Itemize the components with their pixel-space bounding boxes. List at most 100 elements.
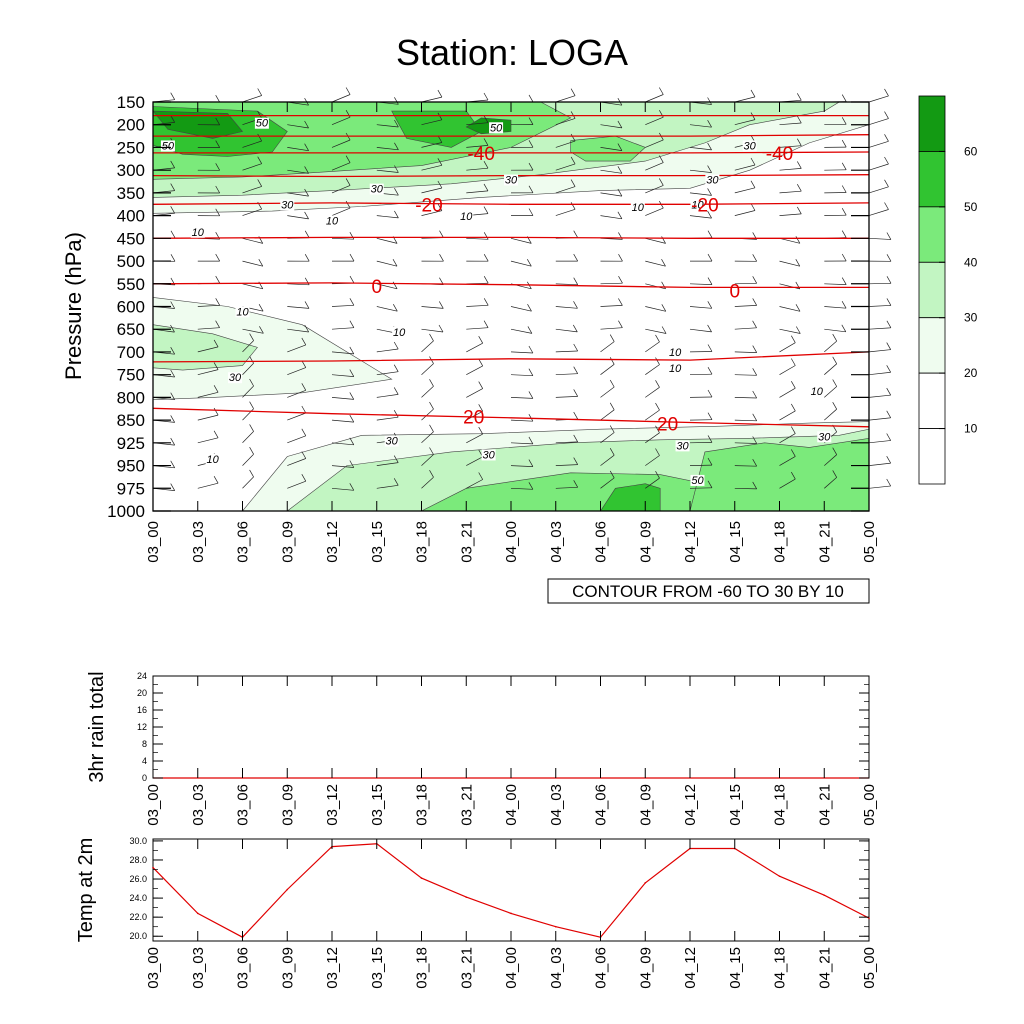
wind-speed-label: 10 (326, 215, 339, 227)
wind-barb-flag (478, 472, 484, 480)
wind-barb-flag (393, 410, 399, 418)
wind-barb-flag (573, 230, 579, 238)
y-tick-label: 850 (117, 411, 145, 430)
wind-barb-flag (752, 390, 758, 399)
wind-barb (779, 190, 802, 194)
wind-barb-flag (570, 88, 576, 96)
wind-barb-flag (609, 402, 615, 410)
wind-barb (376, 169, 399, 173)
wind-barb (600, 432, 615, 444)
temp-y-axis: 20.0 22.0 24.0 26.0 28.0 30.0 (129, 836, 869, 941)
x-tick-label: 05_00 (861, 947, 878, 989)
wind-barb (555, 95, 576, 103)
wind-barb-flag (796, 138, 802, 146)
x-tick-label: 05_00 (861, 521, 878, 563)
contour-label-bg (190, 226, 205, 238)
colorbar-label: 10 (964, 422, 978, 436)
x-tick-label: 03_21 (458, 947, 475, 989)
wind-barb-flag (707, 120, 712, 128)
wind-barb (287, 147, 309, 152)
wind-barb (868, 186, 889, 194)
wind-barb-flag (841, 117, 847, 125)
colorbar-label: 40 (964, 255, 978, 269)
colorbar-label: 20 (964, 366, 978, 380)
wind-barb-flag (658, 87, 664, 95)
y-tick-label: 450 (117, 229, 145, 248)
wind-barb (734, 305, 757, 307)
contour-label-bg (205, 454, 220, 466)
wind-barb (376, 462, 399, 466)
wind-barb-flag (527, 304, 532, 312)
wind-barb-flag (655, 357, 660, 365)
wind-barb-flag (304, 120, 309, 129)
wind-barb-flag (483, 161, 489, 169)
wind-barb-flag (750, 157, 756, 166)
wind-barb-flag (528, 140, 534, 148)
wind-barb-flag (573, 301, 578, 309)
wind-barb (421, 408, 434, 421)
wind-barb-flag (796, 161, 802, 169)
y-tick-label: 0 (142, 773, 147, 783)
contour-label-bg (481, 449, 496, 461)
wind-barb (331, 162, 351, 171)
colorbar-bin (918, 428, 946, 485)
wind-barb-flag (752, 320, 757, 328)
wind-barb-flag (841, 301, 847, 309)
wind-barb-flag (609, 334, 615, 342)
wind-barb (645, 387, 660, 398)
wind-barb (376, 237, 398, 244)
wind-barb-flag (249, 401, 254, 409)
contour-label-bg (668, 347, 683, 359)
wind-barb (242, 140, 262, 148)
wind-barb-flag (170, 92, 176, 100)
y-tick-label: 150 (117, 93, 145, 112)
wind-barb-flag (215, 163, 221, 171)
temp2m-point (778, 875, 781, 877)
fill-blob-50-60-center (391, 110, 482, 148)
temp2m-point (465, 896, 468, 898)
wind-speed-label: 30 (706, 175, 719, 187)
wind-barb-flag (304, 301, 310, 309)
x-tick-label: 03_18 (414, 947, 431, 989)
wind-barb (421, 142, 442, 148)
wind-barb (510, 487, 533, 490)
wind-barb-flag (304, 254, 310, 262)
wind-barb (242, 283, 263, 290)
wind-barb-flag (790, 426, 796, 434)
colorbar-bin (918, 372, 946, 429)
wind-barb (376, 306, 398, 312)
temp2m-point (286, 888, 289, 891)
wind-barb-flag (886, 254, 892, 262)
x-tick-label: 03_00 (145, 784, 162, 826)
wind-barb (287, 215, 309, 220)
y-tick-label: 24.0 (129, 893, 147, 903)
wind-barb (734, 487, 757, 490)
x-tick-label: 03_12 (324, 521, 341, 563)
wind-barb-flag (394, 142, 399, 150)
wind-barb (466, 365, 483, 376)
wind-barb-flag (884, 111, 889, 119)
wind-barb-flag (301, 474, 307, 482)
wind-barb (645, 455, 660, 466)
wind-barb (779, 122, 802, 126)
contour-label-bg (228, 372, 243, 384)
wind-barb-flag (832, 447, 838, 455)
x-tick-label: 04_00 (503, 521, 520, 563)
wind-barb (555, 373, 578, 376)
wind-barb-flag (170, 115, 176, 123)
wind-barb (421, 340, 434, 353)
wind-barb (197, 482, 219, 489)
wind-barb (600, 454, 615, 466)
y-tick-label: 250 (117, 138, 145, 157)
wind-barb (331, 374, 354, 377)
wind-barb-flag (249, 469, 254, 478)
x-tick-label: 03_15 (369, 947, 386, 989)
wind-speed-label: 50 (256, 118, 269, 130)
wind-barb-flag (345, 155, 351, 163)
wind-speed-label: 10 (669, 363, 682, 375)
wind-barb-flag (349, 232, 355, 240)
wind-barb-flag (841, 230, 847, 238)
wind-barb (779, 342, 796, 353)
wind-barb-flag (707, 344, 713, 352)
wind-barb-flag (795, 326, 801, 334)
